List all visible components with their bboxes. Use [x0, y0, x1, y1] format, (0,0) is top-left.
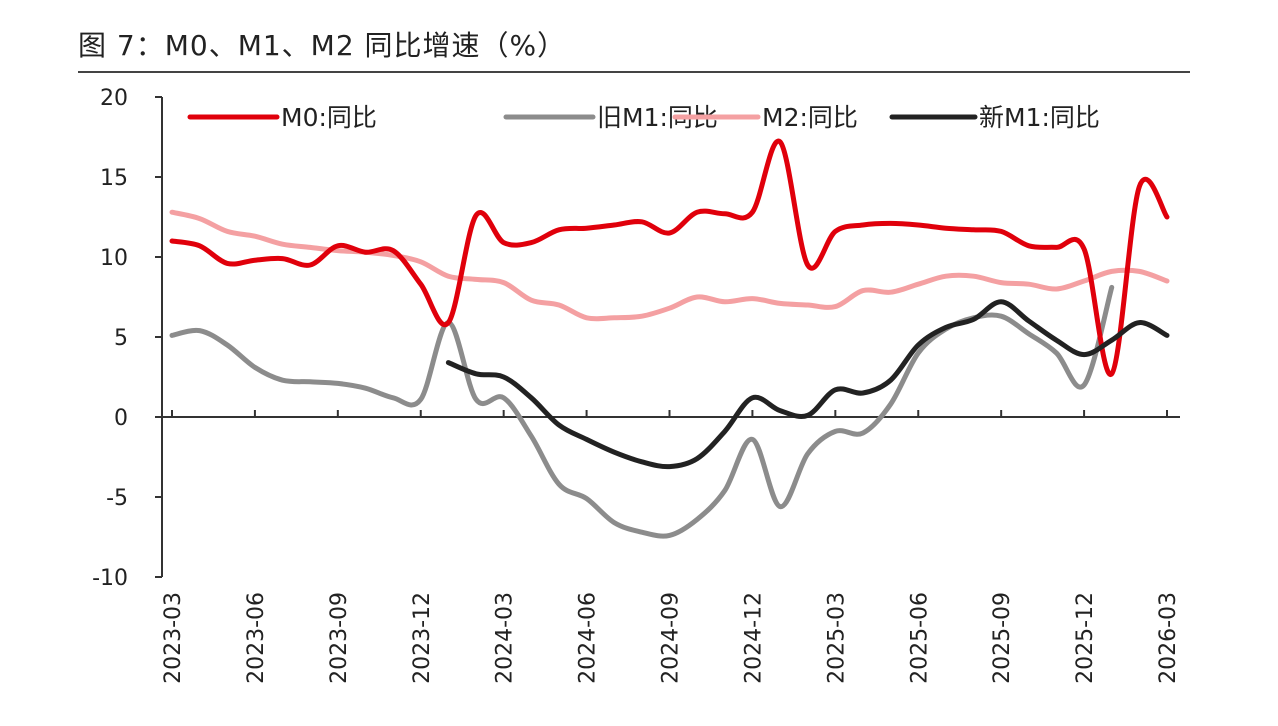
series-line-4	[445, 299, 1170, 470]
series-line-2	[169, 284, 1115, 539]
y-tick-label: 5	[114, 326, 128, 351]
x-tick-label: 2024-12	[741, 592, 766, 684]
chart-title: 图 7：M0、M1、M2 同比增速（%）	[78, 29, 567, 62]
x-tick-label: 2023-03	[161, 592, 186, 684]
x-tick-label: 2024-03	[493, 592, 518, 684]
x-tick-label: 2023-12	[410, 592, 435, 684]
x-tick-label: 2024-09	[659, 592, 684, 684]
y-tick-label: -10	[92, 566, 128, 591]
series-line-1	[169, 138, 1170, 377]
y-tick-label: -5	[106, 486, 128, 511]
x-tick-label: 2026-03	[1156, 592, 1181, 684]
x-tick-label: 2025-06	[907, 592, 932, 684]
x-tick-label: 2025-03	[824, 592, 849, 684]
title-divider	[78, 71, 1190, 73]
y-tick-label: 0	[114, 406, 128, 431]
x-tick-label: 2025-09	[990, 592, 1015, 684]
series-line-3	[169, 209, 1170, 322]
legend-label: M2:同比	[762, 103, 858, 132]
legend-label: 新M1:同比	[979, 103, 1100, 132]
x-tick-label: 2023-09	[327, 592, 352, 684]
legend-label: M0:同比	[281, 103, 377, 132]
x-tick-label: 2024-06	[576, 592, 601, 684]
y-tick-label: 15	[100, 166, 128, 191]
y-tick-label: 10	[100, 246, 128, 271]
x-tick-label: 2025-12	[1073, 592, 1098, 684]
y-tick-label: 20	[100, 86, 128, 111]
x-tick-label: 2023-06	[244, 592, 269, 684]
